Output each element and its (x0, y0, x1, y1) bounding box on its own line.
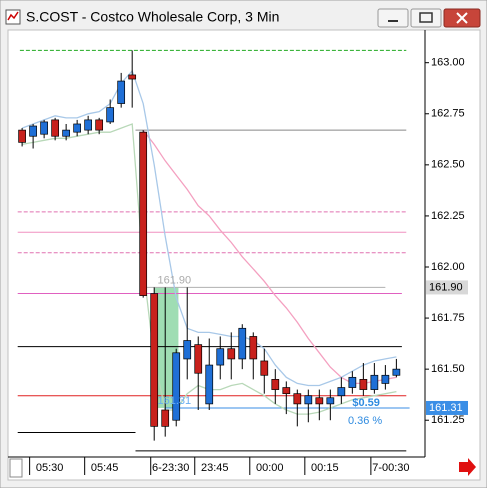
y-tick-label: 161.25 (431, 414, 465, 426)
candle-body (392, 368, 401, 376)
window-title: S.COST - Costco Wholesale Corp, 3 Min (26, 9, 279, 25)
annotation: 161.31 (158, 395, 192, 407)
candle-body (117, 80, 126, 104)
annotation: 0.36 % (348, 415, 382, 427)
candle-body (205, 364, 214, 405)
candle-body (29, 125, 37, 137)
candle-body (51, 119, 59, 137)
candle-body (128, 74, 137, 80)
annotation: 161.90 (158, 274, 192, 286)
candle-body (370, 374, 379, 390)
x-tick-label: 00:15 (311, 462, 339, 474)
price-marker-label: 161.31 (429, 402, 463, 414)
x-tick-label: 05:45 (91, 462, 119, 474)
chart-panel (7, 29, 481, 481)
y-tick-label: 162.75 (431, 108, 465, 120)
window-icon-glyph (7, 11, 19, 21)
candle-body (150, 293, 159, 427)
price-marker (426, 280, 468, 295)
candle-body (359, 379, 368, 390)
candle-body (172, 352, 181, 421)
candle-body (95, 119, 104, 131)
candle-body (348, 376, 357, 388)
candle-body (304, 395, 313, 405)
candle-body (216, 348, 225, 366)
window-buttons[interactable] (377, 8, 481, 28)
y-tick-label: 163.00 (431, 57, 465, 69)
candle-body (293, 393, 302, 405)
x-tick-label: 05:30 (36, 462, 64, 474)
candle-body (62, 129, 70, 137)
close-glyph (456, 12, 468, 24)
candle-body (381, 374, 390, 384)
scroll-box[interactable] (9, 458, 23, 478)
candle-body (249, 336, 258, 360)
maximize-button[interactable] (410, 8, 442, 28)
candle-body (84, 119, 93, 131)
x-tick-label: 7-00:30 (372, 462, 409, 474)
price-marker-label: 161.90 (429, 281, 463, 293)
candle-body (73, 123, 81, 133)
minimize-button[interactable] (377, 8, 409, 28)
candle-body (337, 387, 346, 397)
candle-body (315, 397, 324, 405)
candle-body (326, 397, 335, 405)
annotation: $0.59 (352, 397, 380, 409)
y-tick-label: 161.50 (431, 363, 465, 375)
candle-body (271, 379, 280, 390)
price-marker (426, 400, 468, 415)
candle-body (260, 360, 269, 376)
candle-body (282, 387, 291, 395)
maximize-glyph (419, 12, 433, 23)
candle-body (40, 121, 48, 135)
y-tick-label: 162.50 (431, 159, 465, 171)
y-tick-label: 162.25 (431, 210, 465, 222)
y-tick-label: 161.75 (431, 312, 465, 324)
candle-body (139, 131, 148, 296)
x-tick-label: 23:45 (201, 462, 229, 474)
candle-body (238, 327, 247, 360)
scroll-arrow[interactable] (459, 458, 476, 476)
x-tick-label: 00:00 (256, 462, 284, 474)
x-tick-label: 6-23:30 (152, 462, 189, 474)
indicator-line (21, 69, 397, 387)
candle-body (227, 348, 236, 360)
candle-body (106, 107, 115, 123)
candle-body (18, 129, 26, 143)
candle-body (194, 344, 203, 374)
y-tick-label: 162.00 (431, 261, 465, 273)
candle-body (161, 409, 170, 427)
candle-body (183, 340, 192, 360)
